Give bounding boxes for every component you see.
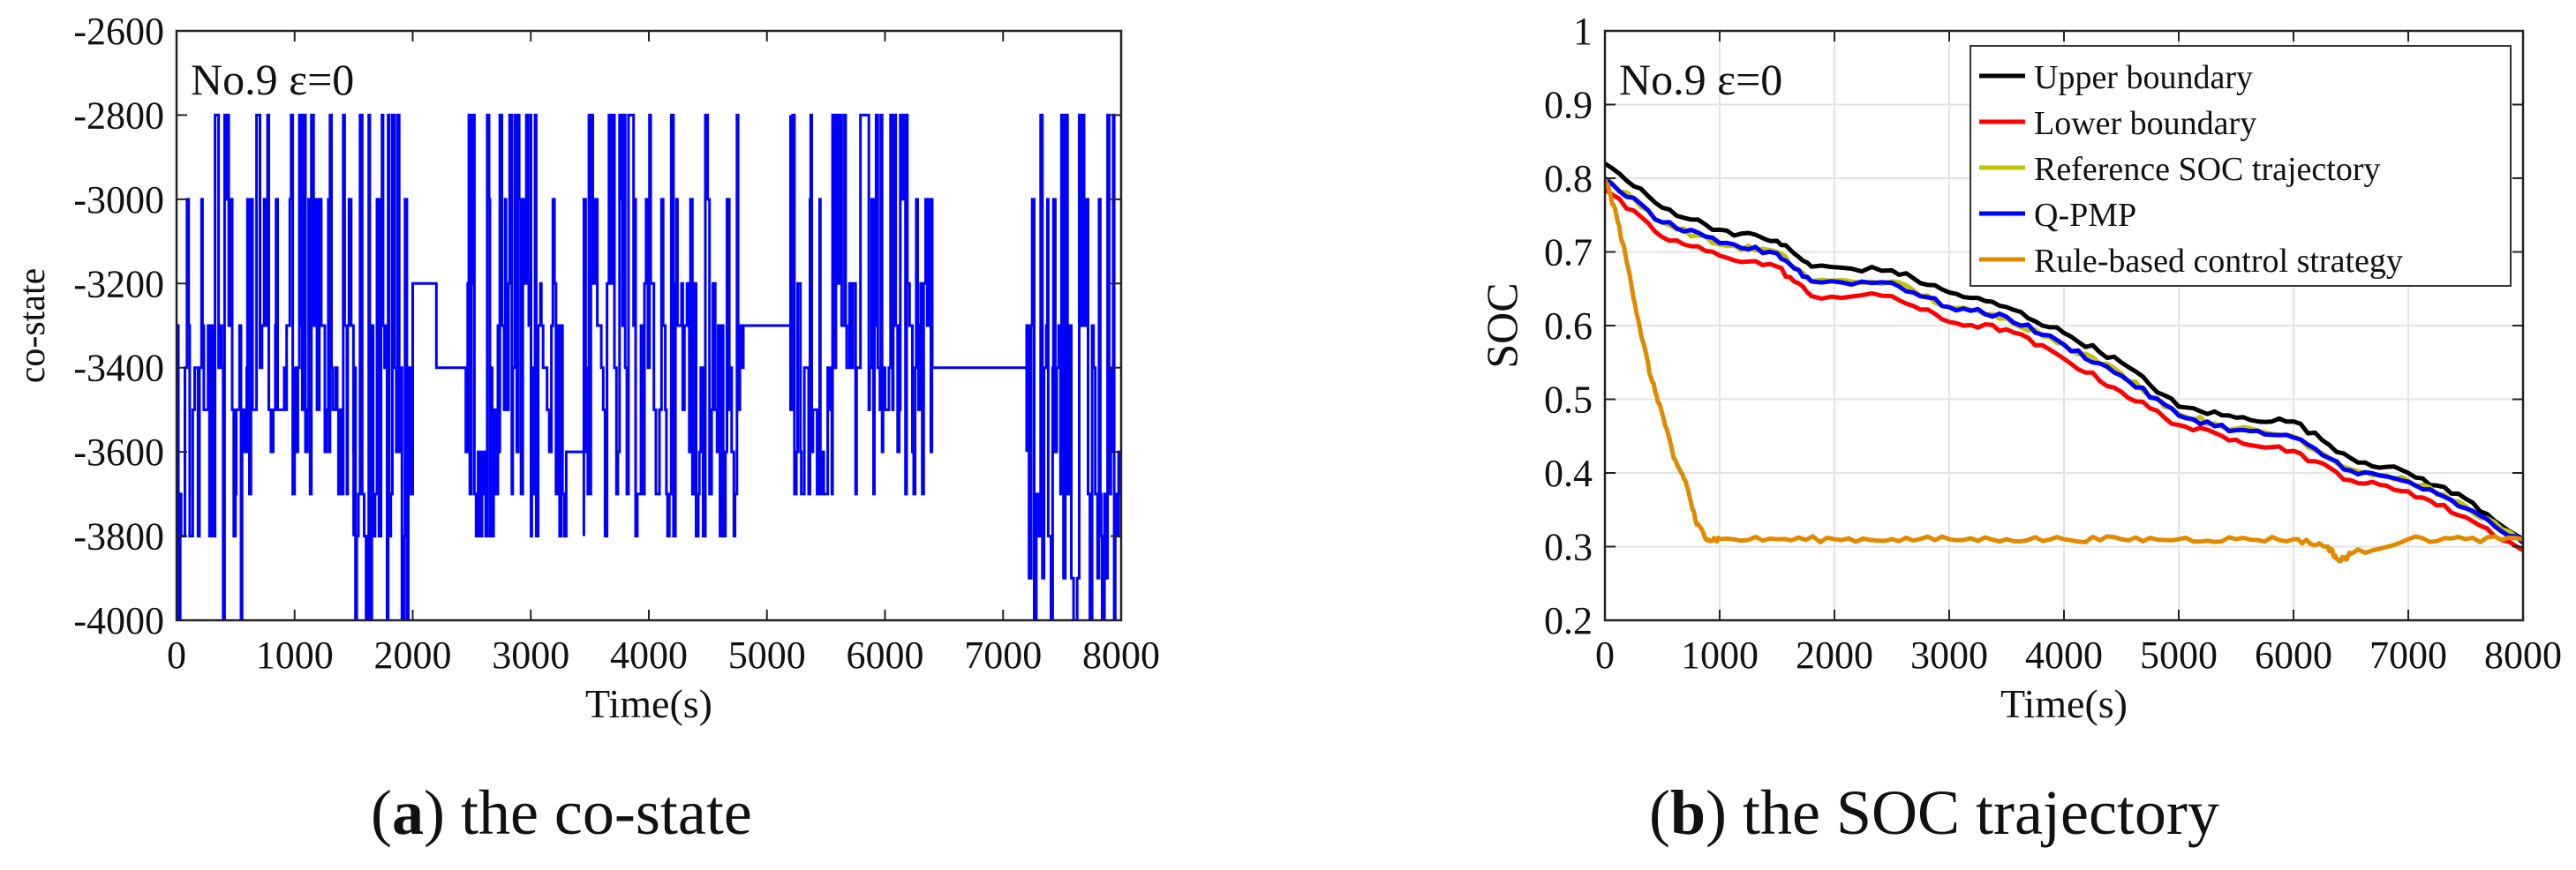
series-line-4 (1605, 177, 2523, 564)
x-tick-label-1: 1000 (256, 634, 334, 677)
x-tick-label-4: 4000 (2025, 634, 2103, 677)
y-tick-label-5: 0.7 (1544, 231, 1593, 274)
y-tick-label-4: 0.6 (1544, 304, 1593, 348)
x-tick-label-8: 8000 (2484, 634, 2562, 677)
caption-a-letter: a (391, 777, 424, 848)
x-tick-label-2: 2000 (1796, 634, 1873, 677)
x-tick-label-0: 0 (167, 634, 186, 677)
x-tick-label-1: 1000 (1681, 634, 1759, 677)
y-tick-label-8: 1 (1573, 10, 1593, 53)
series-line-3 (1605, 176, 2523, 545)
y-tick-label-0: 0.2 (1544, 599, 1593, 642)
x-axis-label: Time(s) (2000, 681, 2128, 726)
y-tick-label-7: -2600 (73, 10, 164, 53)
x-tick-label-2: 2000 (374, 634, 452, 677)
y-tick-label-1: -3800 (73, 515, 164, 559)
annotation-label: No.9 ε=0 (1619, 55, 1782, 104)
x-tick-label-3: 3000 (1910, 634, 1988, 677)
y-tick-label-0: -4000 (73, 599, 164, 642)
legend: Upper boundary Lower boundary Reference SO… (1970, 45, 2512, 287)
legend-label-1: Lower boundary (2034, 105, 2256, 142)
legend-label-2: Reference SOC trajectory (2034, 151, 2381, 188)
y-tick-label-1: 0.3 (1544, 526, 1593, 569)
series-group (177, 113, 1121, 620)
x-tick-label-6: 6000 (847, 634, 924, 677)
y-tick-label-4: -3200 (73, 262, 164, 305)
x-axis-label: Time(s) (585, 681, 712, 726)
tick-labels: 0 1000 2000 3000 4000 5000 6000 7000 8000 0.2 0.3 0… (1544, 10, 2562, 677)
x-tick-label-5: 5000 (2140, 634, 2218, 677)
y-tick-label-2: 0.4 (1544, 452, 1593, 495)
x-tick-label-6: 6000 (2255, 634, 2332, 677)
x-tick-label-7: 7000 (964, 634, 1042, 677)
x-tick-label-8: 8000 (1082, 634, 1160, 677)
x-tick-label-3: 3000 (492, 634, 569, 677)
series-line-1 (1605, 187, 2523, 552)
y-tick-label-3: -3400 (73, 347, 164, 390)
chart-a: 0 1000 2000 3000 4000 5000 6000 7000 8000 -4000 -3… (12, 10, 1160, 726)
y-axis-label: SOC (1477, 282, 1526, 368)
series-line-co-state (177, 113, 1121, 620)
tick-labels: 0 1000 2000 3000 4000 5000 6000 7000 8000 -4000 -3… (73, 10, 1160, 677)
x-tick-label-5: 5000 (728, 634, 806, 677)
x-tick-label-7: 7000 (2369, 634, 2447, 677)
chart-b: 0 1000 2000 3000 4000 5000 6000 7000 8000 0.2 0.3 0… (1477, 10, 2562, 726)
y-axis-label: co-state (12, 268, 53, 384)
legend-label-4: Rule-based control strategy (2034, 243, 2403, 280)
legend-label-0: Upper boundary (2034, 59, 2253, 96)
legend-label-3: Q-PMP (2034, 197, 2136, 234)
y-tick-label-3: 0.5 (1544, 379, 1593, 422)
y-tick-label-7: 0.9 (1544, 84, 1593, 127)
legend-box (1970, 45, 2512, 287)
annotation-label: No.9 ε=0 (191, 55, 354, 104)
caption-b: (b) the SOC trajectory (1649, 777, 2219, 848)
series-group (1605, 161, 2523, 564)
y-tick-label-6: -2800 (73, 94, 164, 137)
y-tick-label-5: -3000 (73, 178, 164, 221)
caption-a: (a) the co-state (371, 777, 752, 848)
x-tick-label-4: 4000 (610, 634, 688, 677)
caption-a-text: the co-state (444, 777, 752, 848)
caption-b-letter: b (1669, 777, 1706, 848)
caption-b-text: the SOC trajectory (1727, 777, 2219, 848)
x-tick-label-0: 0 (1595, 634, 1615, 677)
y-tick-label-2: -3600 (73, 431, 164, 474)
series-line-0 (1605, 161, 2523, 542)
y-tick-label-6: 0.8 (1544, 157, 1593, 200)
